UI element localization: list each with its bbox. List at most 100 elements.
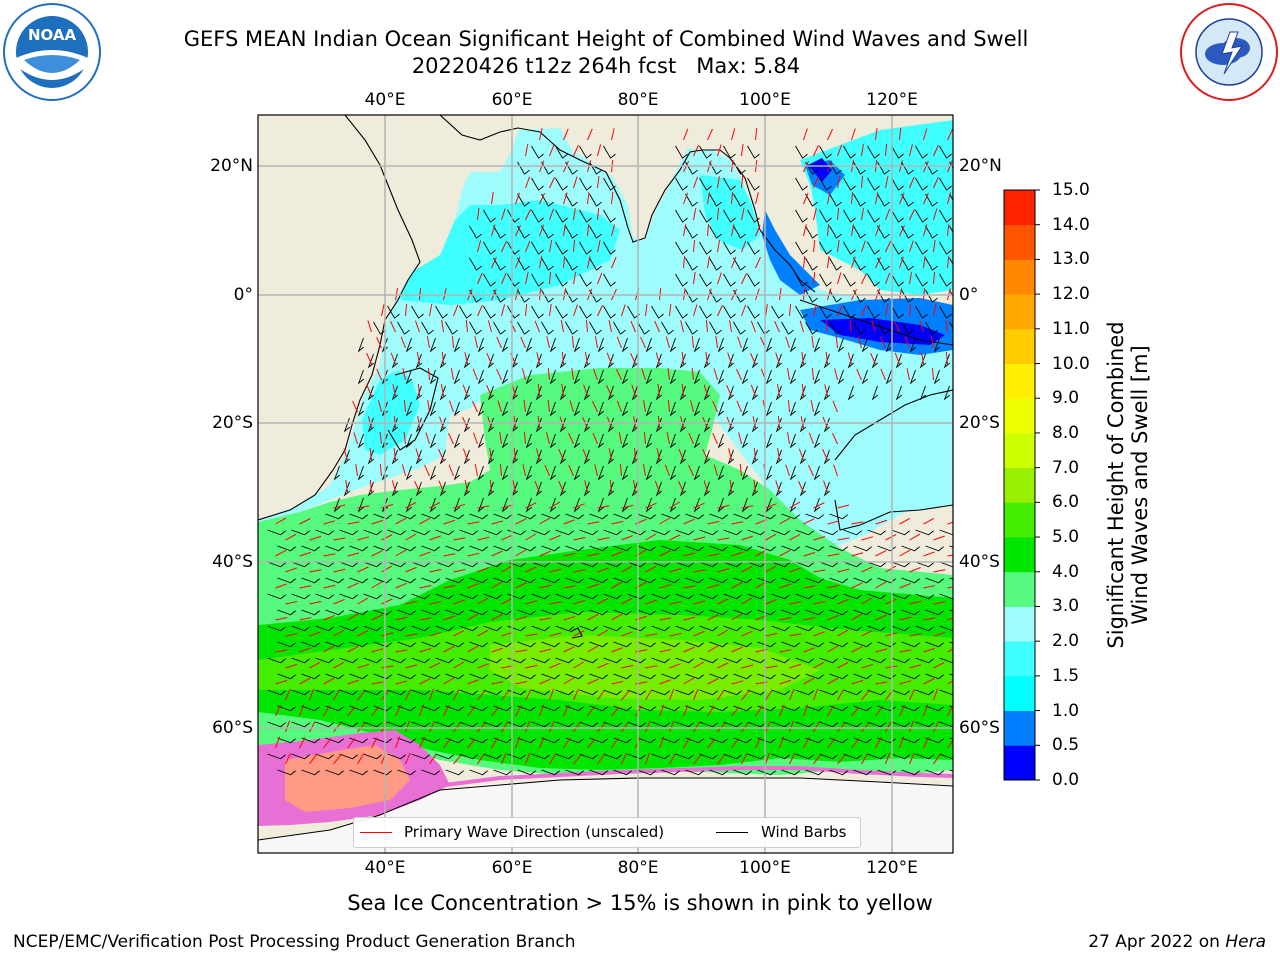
wave-direction-arrow [429, 601, 442, 605]
wave-direction-arrow [525, 689, 532, 701]
wave-direction-arrow [573, 208, 576, 221]
wave-direction-arrow [739, 464, 742, 477]
wave-direction-arrow [443, 645, 455, 653]
legend-wind-label: Wind Barbs [761, 823, 847, 841]
wave-direction-arrow [597, 272, 603, 285]
wave-direction-arrow [275, 617, 288, 621]
wave-direction-arrow [333, 537, 346, 541]
wind-barb [373, 545, 392, 552]
wind-barb [493, 545, 512, 552]
wind-barb [775, 353, 782, 369]
wave-direction-arrow [789, 663, 802, 669]
wave-direction-arrow [594, 336, 598, 349]
wind-barb [877, 257, 890, 271]
wave-direction-arrow [717, 144, 722, 157]
wind-barb [421, 577, 440, 584]
wave-direction-arrow [813, 240, 816, 253]
wind-barb [357, 401, 364, 417]
wave-direction-arrow [371, 648, 384, 653]
wind-barb [325, 769, 344, 776]
wind-barb [853, 641, 872, 648]
wave-direction-arrow [525, 664, 538, 669]
wind-barb [805, 257, 818, 271]
wind-barb [651, 625, 670, 632]
wind-barb [685, 545, 704, 552]
wave-direction-arrow [417, 416, 420, 429]
wave-direction-arrow [275, 736, 281, 749]
wind-barb [579, 721, 598, 728]
wind-barb [517, 641, 536, 648]
wind-barb [771, 593, 790, 600]
wave-direction-arrow [765, 565, 777, 573]
wave-direction-arrow [712, 400, 718, 413]
wave-direction-arrow [741, 753, 748, 765]
wind-barb [805, 737, 824, 744]
wave-direction-arrow [947, 128, 953, 141]
wave-direction-arrow [931, 368, 934, 381]
wave-direction-arrow [669, 688, 675, 701]
wind-barb [541, 705, 560, 712]
wave-direction-arrow [683, 737, 691, 749]
wind-barb [459, 593, 478, 600]
wind-barb [661, 769, 680, 776]
wind-barb [901, 769, 920, 776]
wave-direction-arrow [899, 583, 911, 589]
wave-direction-arrow [453, 661, 465, 669]
wave-direction-arrow [755, 256, 761, 269]
wind-barb [277, 577, 296, 584]
wave-direction-arrow [729, 320, 732, 333]
wind-barb [627, 593, 646, 600]
wave-direction-arrow [611, 520, 624, 525]
wave-direction-arrow [909, 533, 921, 541]
wave-direction-arrow [587, 256, 591, 269]
wind-barb [555, 689, 574, 696]
wave-direction-arrow [933, 176, 939, 189]
wave-direction-arrow [707, 192, 710, 205]
wave-direction-arrow [827, 614, 839, 621]
wave-direction-arrow [573, 661, 585, 669]
colorbar-tick-label: 2.0 [1052, 631, 1080, 652]
wind-barb [339, 625, 358, 632]
wave-direction-arrow [875, 614, 887, 621]
wind-barb [579, 273, 592, 287]
wave-direction-arrow [429, 688, 435, 701]
wind-barb [445, 609, 464, 616]
wind-barb [901, 705, 920, 712]
wave-direction-arrow [824, 384, 828, 397]
wind-barb [819, 529, 838, 536]
colorbar-swatch [1004, 537, 1035, 573]
wind-barb [661, 321, 674, 335]
wind-barb [541, 193, 554, 207]
wave-direction-arrow [837, 537, 850, 541]
wind-barb [925, 193, 938, 207]
wave-direction-arrow [958, 240, 959, 252]
wind-barb [421, 513, 440, 520]
wind-barb [579, 305, 592, 319]
wind-barb [943, 353, 950, 369]
wind-barb [291, 753, 310, 760]
wave-direction-arrow [299, 677, 311, 685]
wave-direction-arrow [467, 645, 479, 653]
wind-barb [459, 625, 478, 632]
wave-direction-arrow [945, 320, 948, 333]
wind-barb [795, 177, 808, 191]
wind-barb [373, 737, 392, 744]
wave-direction-arrow [395, 582, 407, 589]
wave-direction-arrow [825, 352, 828, 365]
wave-direction-arrow [885, 144, 888, 157]
wave-direction-arrow [587, 192, 590, 205]
wave-direction-arrow [753, 480, 756, 493]
wind-barb [939, 145, 952, 159]
wind-barb [685, 737, 704, 744]
wave-direction-arrow [683, 552, 696, 557]
wave-direction-arrow [958, 630, 969, 636]
wind-barb [631, 481, 638, 497]
coast-madagascar [387, 367, 439, 451]
wind-barb [339, 657, 358, 664]
wind-barb [325, 513, 344, 520]
wind-barb [829, 513, 848, 520]
wave-direction-arrow [680, 320, 684, 333]
wave-direction-arrow [885, 176, 889, 189]
wave-direction-arrow [333, 629, 345, 637]
wave-direction-arrow [861, 566, 873, 573]
